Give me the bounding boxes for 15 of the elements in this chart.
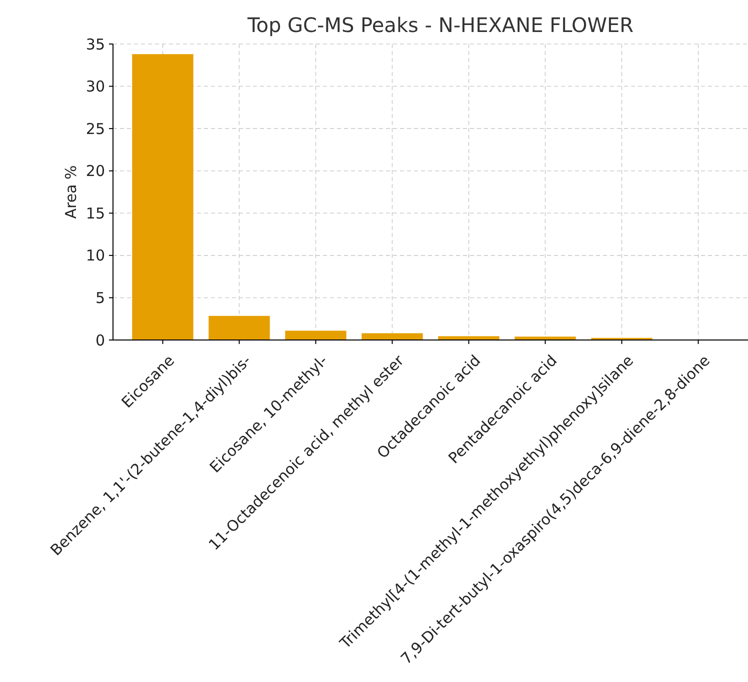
y-tick-label: 10 bbox=[86, 246, 105, 265]
y-tick-label: 25 bbox=[86, 120, 105, 138]
bar bbox=[132, 54, 194, 340]
bar bbox=[285, 330, 346, 340]
bar bbox=[438, 336, 500, 340]
y-tick-label: 15 bbox=[86, 204, 105, 222]
chart-title: Top GC-MS Peaks - N-HEXANE FLOWER bbox=[246, 13, 634, 37]
y-tick-label: 35 bbox=[86, 35, 105, 54]
bar bbox=[208, 316, 270, 340]
y-tick-label: 0 bbox=[95, 331, 105, 350]
y-tick-label: 5 bbox=[95, 288, 105, 307]
y-tick-label: 30 bbox=[86, 78, 105, 96]
y-tick-label: 20 bbox=[86, 162, 105, 180]
y-axis-title: Area % bbox=[62, 165, 80, 219]
bar bbox=[362, 333, 423, 340]
